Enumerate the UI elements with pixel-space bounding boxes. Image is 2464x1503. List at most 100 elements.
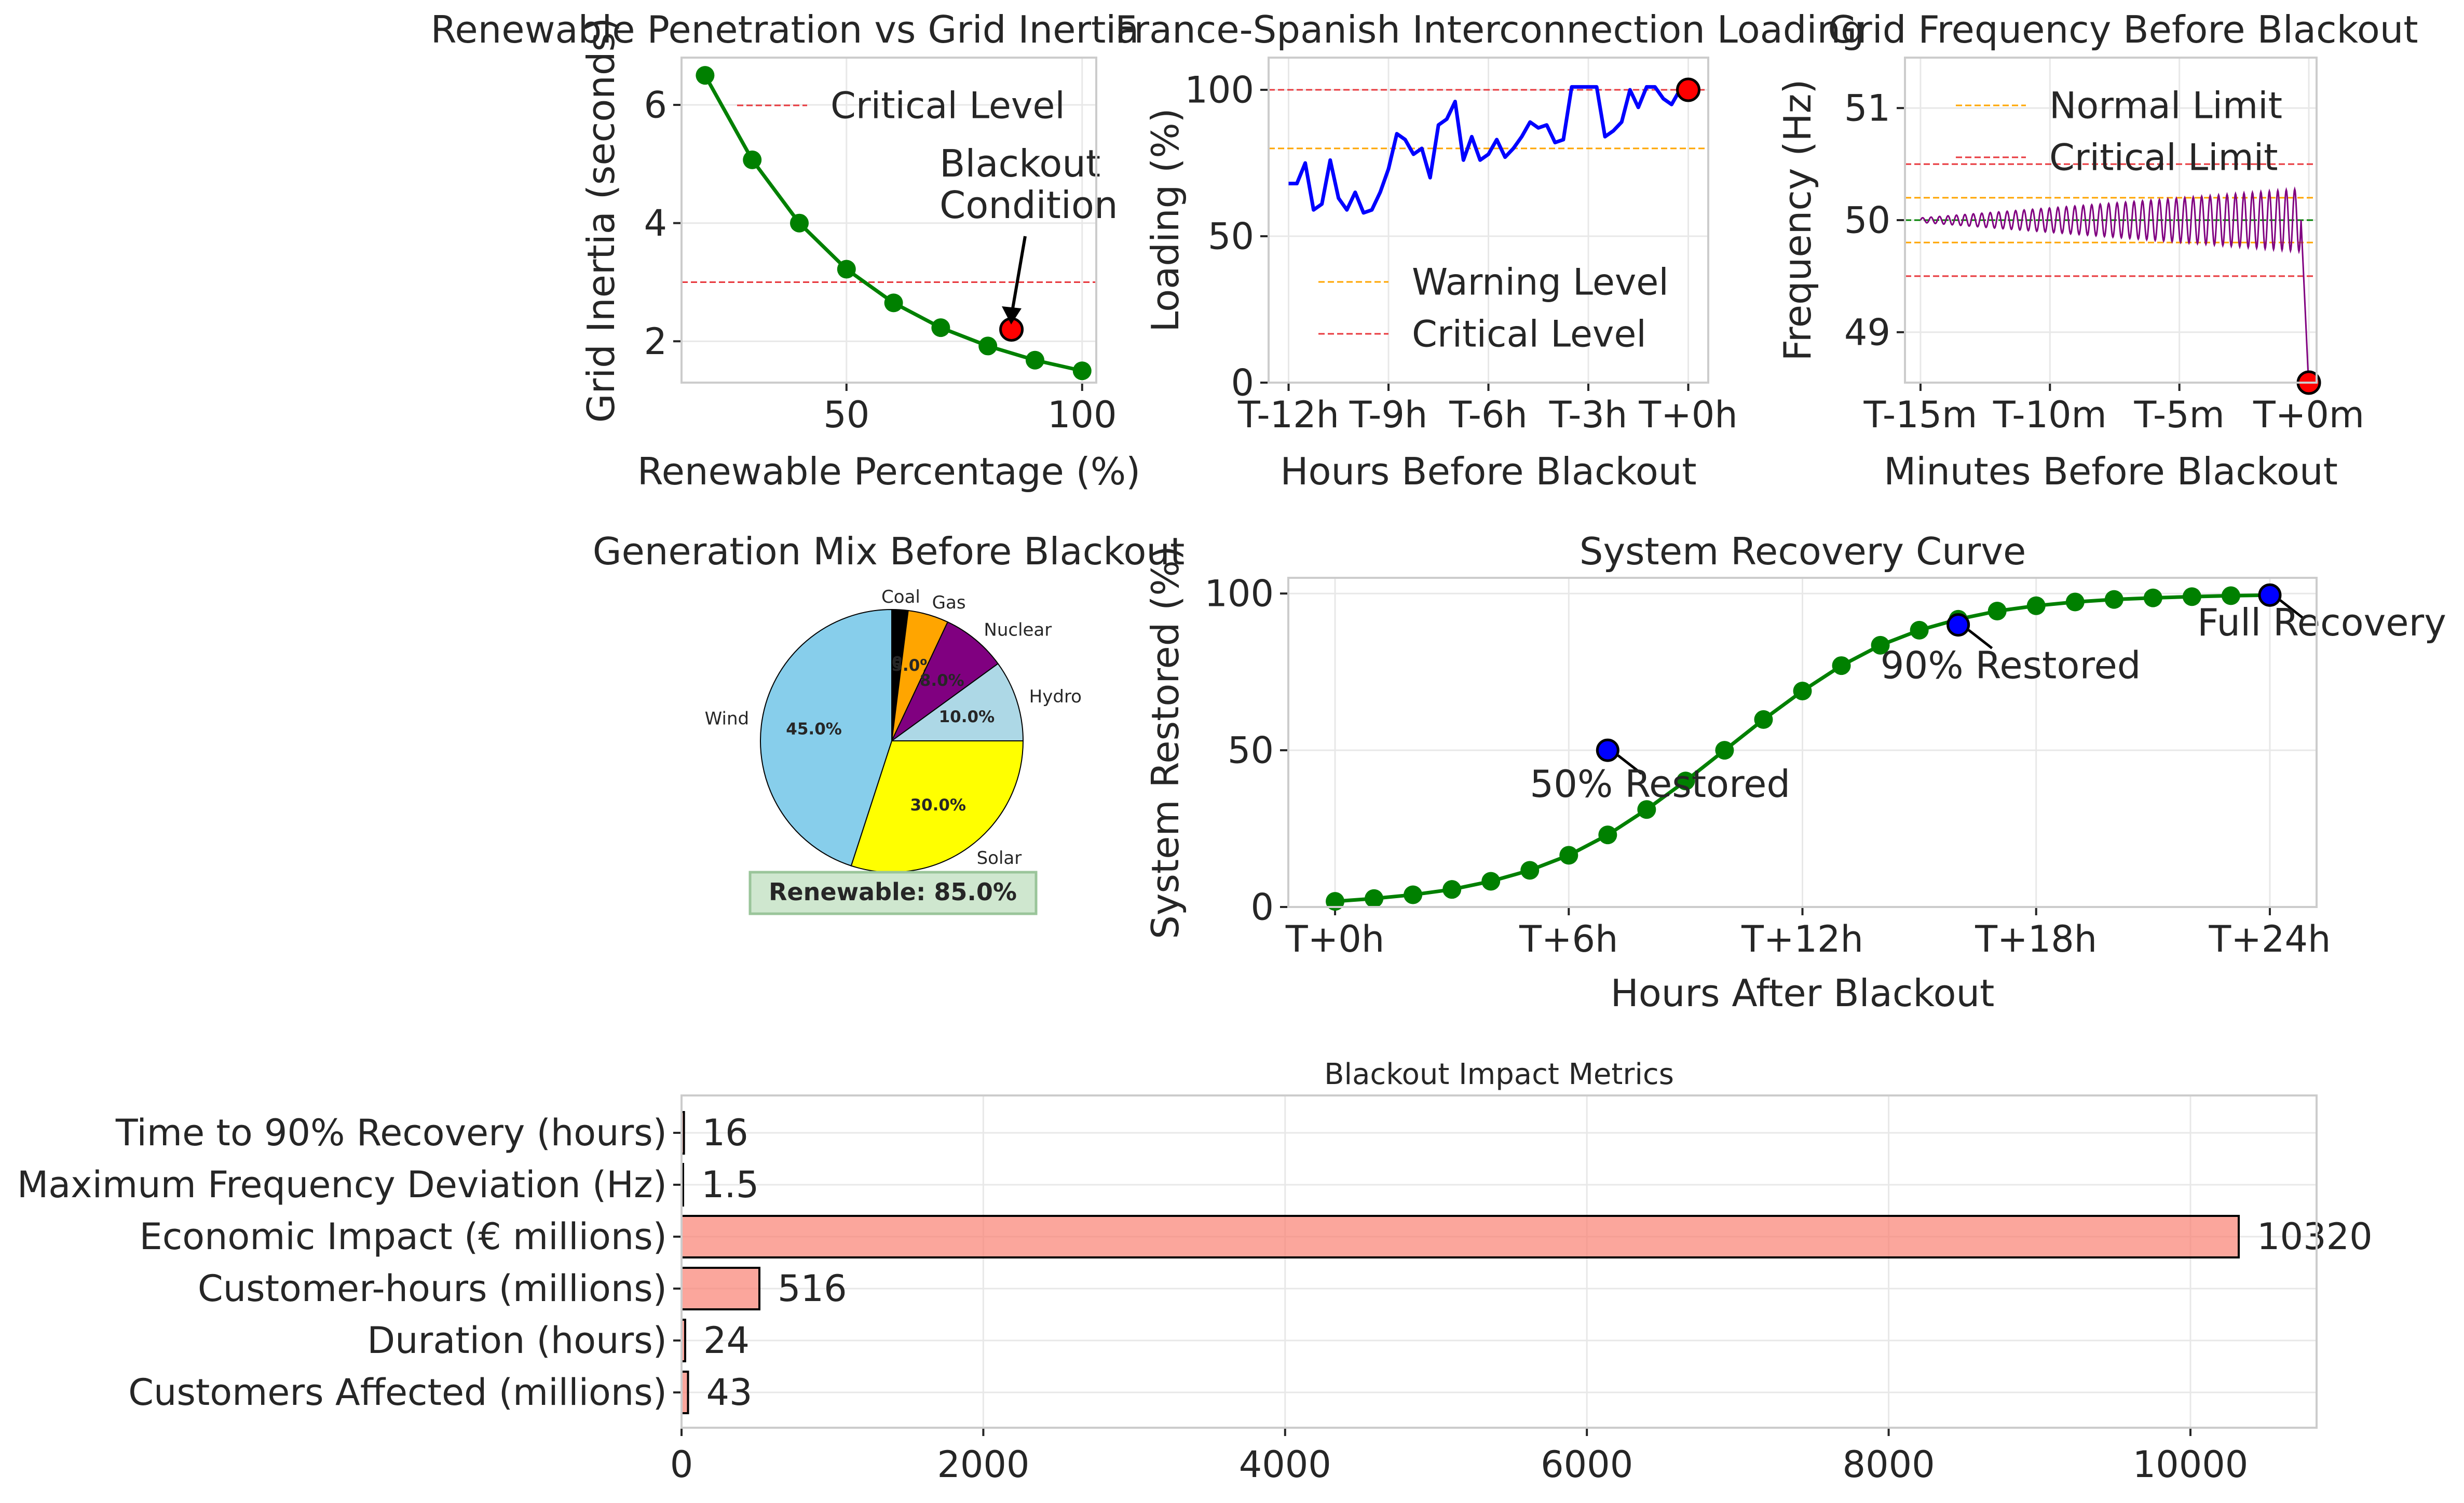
milestone-arrow [1968,629,1993,649]
annotation-arrow [1011,236,1027,312]
x-tick-label: T+6h [1519,918,1618,960]
legend-label: Critical Limit [2049,137,2278,179]
data-point [1910,620,1929,640]
annotation-label: Condition [940,183,1118,227]
data-point [1404,885,1423,904]
y-axis-label: Grid Inertia (seconds) [579,18,623,423]
data-point [2104,590,2123,609]
data-point [1715,741,1734,760]
legend-label: Normal Limit [2049,85,2282,127]
value-label: 1.5 [701,1163,759,1206]
x-tick-label: T-10m [1993,394,2107,436]
category-label: Customers Affected (millions) [128,1371,667,1414]
data-point [1637,800,1656,819]
frequency-line [1920,186,2310,388]
annotation-arrowhead [1002,306,1022,324]
x-tick-label: T+0h [1638,394,1737,436]
x-tick-label: 100 [1047,394,1117,436]
y-tick-label: 4 [644,202,667,245]
pie-label: Gas [932,592,966,613]
y-tick-label: 100 [1185,69,1254,112]
chart-title: System Recovery Curve [1580,530,2026,573]
x-tick-label: 50 [823,394,869,436]
pie-label: Coal [881,587,920,607]
data-point [696,66,715,85]
y-axis-label: System Restored (%) [1143,546,1187,939]
y-tick-label: 0 [1231,362,1254,404]
data-point [2065,592,2085,612]
y-tick-label: 2 [644,320,667,363]
y-tick-label: 0 [1250,886,1274,929]
y-tick-label: 6 [644,84,667,127]
pie-percent: 8.0% [920,671,964,690]
chart-title: France-Spanish Interconnection Loading [1115,8,1864,51]
generation-mix-pie: Generation Mix Before BlackoutCoal2.0%Ga… [593,530,1185,915]
legend-label: Critical Level [1412,313,1646,356]
value-label: 24 [703,1319,750,1362]
impact-metrics-chart: Blackout Impact Metrics 0 2000 4000 6000 8000… [17,1058,2373,1486]
x-tick-label: T-15m [1863,394,1977,436]
y-tick-label: 50 [1844,199,1890,242]
pie-percent: 30.0% [910,796,966,815]
pie-label: Solar [977,848,1022,869]
legend-label: Critical Level [831,85,1065,127]
x-tick-label: T-12h [1237,394,1339,436]
data-point [1520,861,1540,880]
inertia-chart: 50 100 2 4 6 Renewable Penetration vs Grid In… [431,8,1141,493]
pie-slice-wind [759,608,892,866]
x-axis-label: Renewable Percentage (%) [637,450,1140,493]
milestone-marker [1596,738,1619,762]
chart-title: Blackout Impact Metrics [1324,1058,1674,1091]
recovery-chart: T+0h T+6h T+12h T+18h T+24h 0 50 100 System Reco… [1143,530,2446,1015]
value-label: 516 [778,1267,847,1310]
y-tick-label: 50 [1208,215,1254,258]
x-tick-label: 0 [670,1443,693,1486]
plot-frame [680,1094,2318,1429]
data-point [1676,771,1695,791]
x-tick-label: 10000 [2133,1443,2249,1486]
bar [680,1267,760,1310]
x-tick-label: T+12h [1741,918,1863,960]
milestone-arrow [2279,599,2305,620]
pie-percent: 10.0% [939,708,995,726]
chart-title: Generation Mix Before Blackout [593,530,1185,573]
pie-label: Hydro [1029,686,1082,707]
milestone-marker [1946,613,1970,637]
y-axis-label: Frequency (Hz) [1776,79,1819,361]
x-tick-label: T-6h [1449,394,1528,436]
data-point [1365,889,1384,908]
plot-frame [680,57,1097,384]
x-tick-label: T+18h [1975,918,2097,960]
data-point [1442,880,1462,899]
x-tick-label: T-3h [1549,394,1628,436]
renewable-label: Renewable: 85.0% [769,878,1017,906]
data-point [1754,710,1773,729]
value-label: 43 [706,1371,753,1414]
plot-frame [1268,57,1709,384]
plot-frame [1904,57,2318,384]
data-point [978,336,998,356]
data-point [1481,872,1501,891]
category-label: Economic Impact (€ millions) [139,1215,667,1258]
y-tick-label: 50 [1228,729,1274,772]
y-axis-label: Loading (%) [1143,108,1187,332]
data-point [1987,602,2007,621]
chart-title: Renewable Penetration vs Grid Inertia [431,8,1139,51]
data-point [2182,587,2201,606]
x-tick-label: 8000 [1843,1443,1935,1486]
frequency-chart: T-15m T-10m T-5m T+0m 49 50 51 Grid Frequency B… [1776,8,2418,493]
data-point [2143,588,2162,607]
milestone-marker [2258,583,2282,607]
x-tick-label: 2000 [937,1443,1029,1486]
milestone-label: 50% Restored [1530,762,1790,806]
y-tick-label: 51 [1844,87,1890,130]
interconnection-chart: T-12h T-9h T-6h T-3h T+0h 0 50 100 France-Spanis… [1115,8,1864,493]
loading-line [1288,85,1689,215]
blackout-marker [1676,77,1700,102]
y-tick-label: 100 [1204,573,1274,615]
data-point [789,213,809,233]
milestone-label: 90% Restored [1881,644,2141,687]
pie-slice-hydro [890,662,1024,741]
annotation-label: Blackout [940,142,1100,185]
